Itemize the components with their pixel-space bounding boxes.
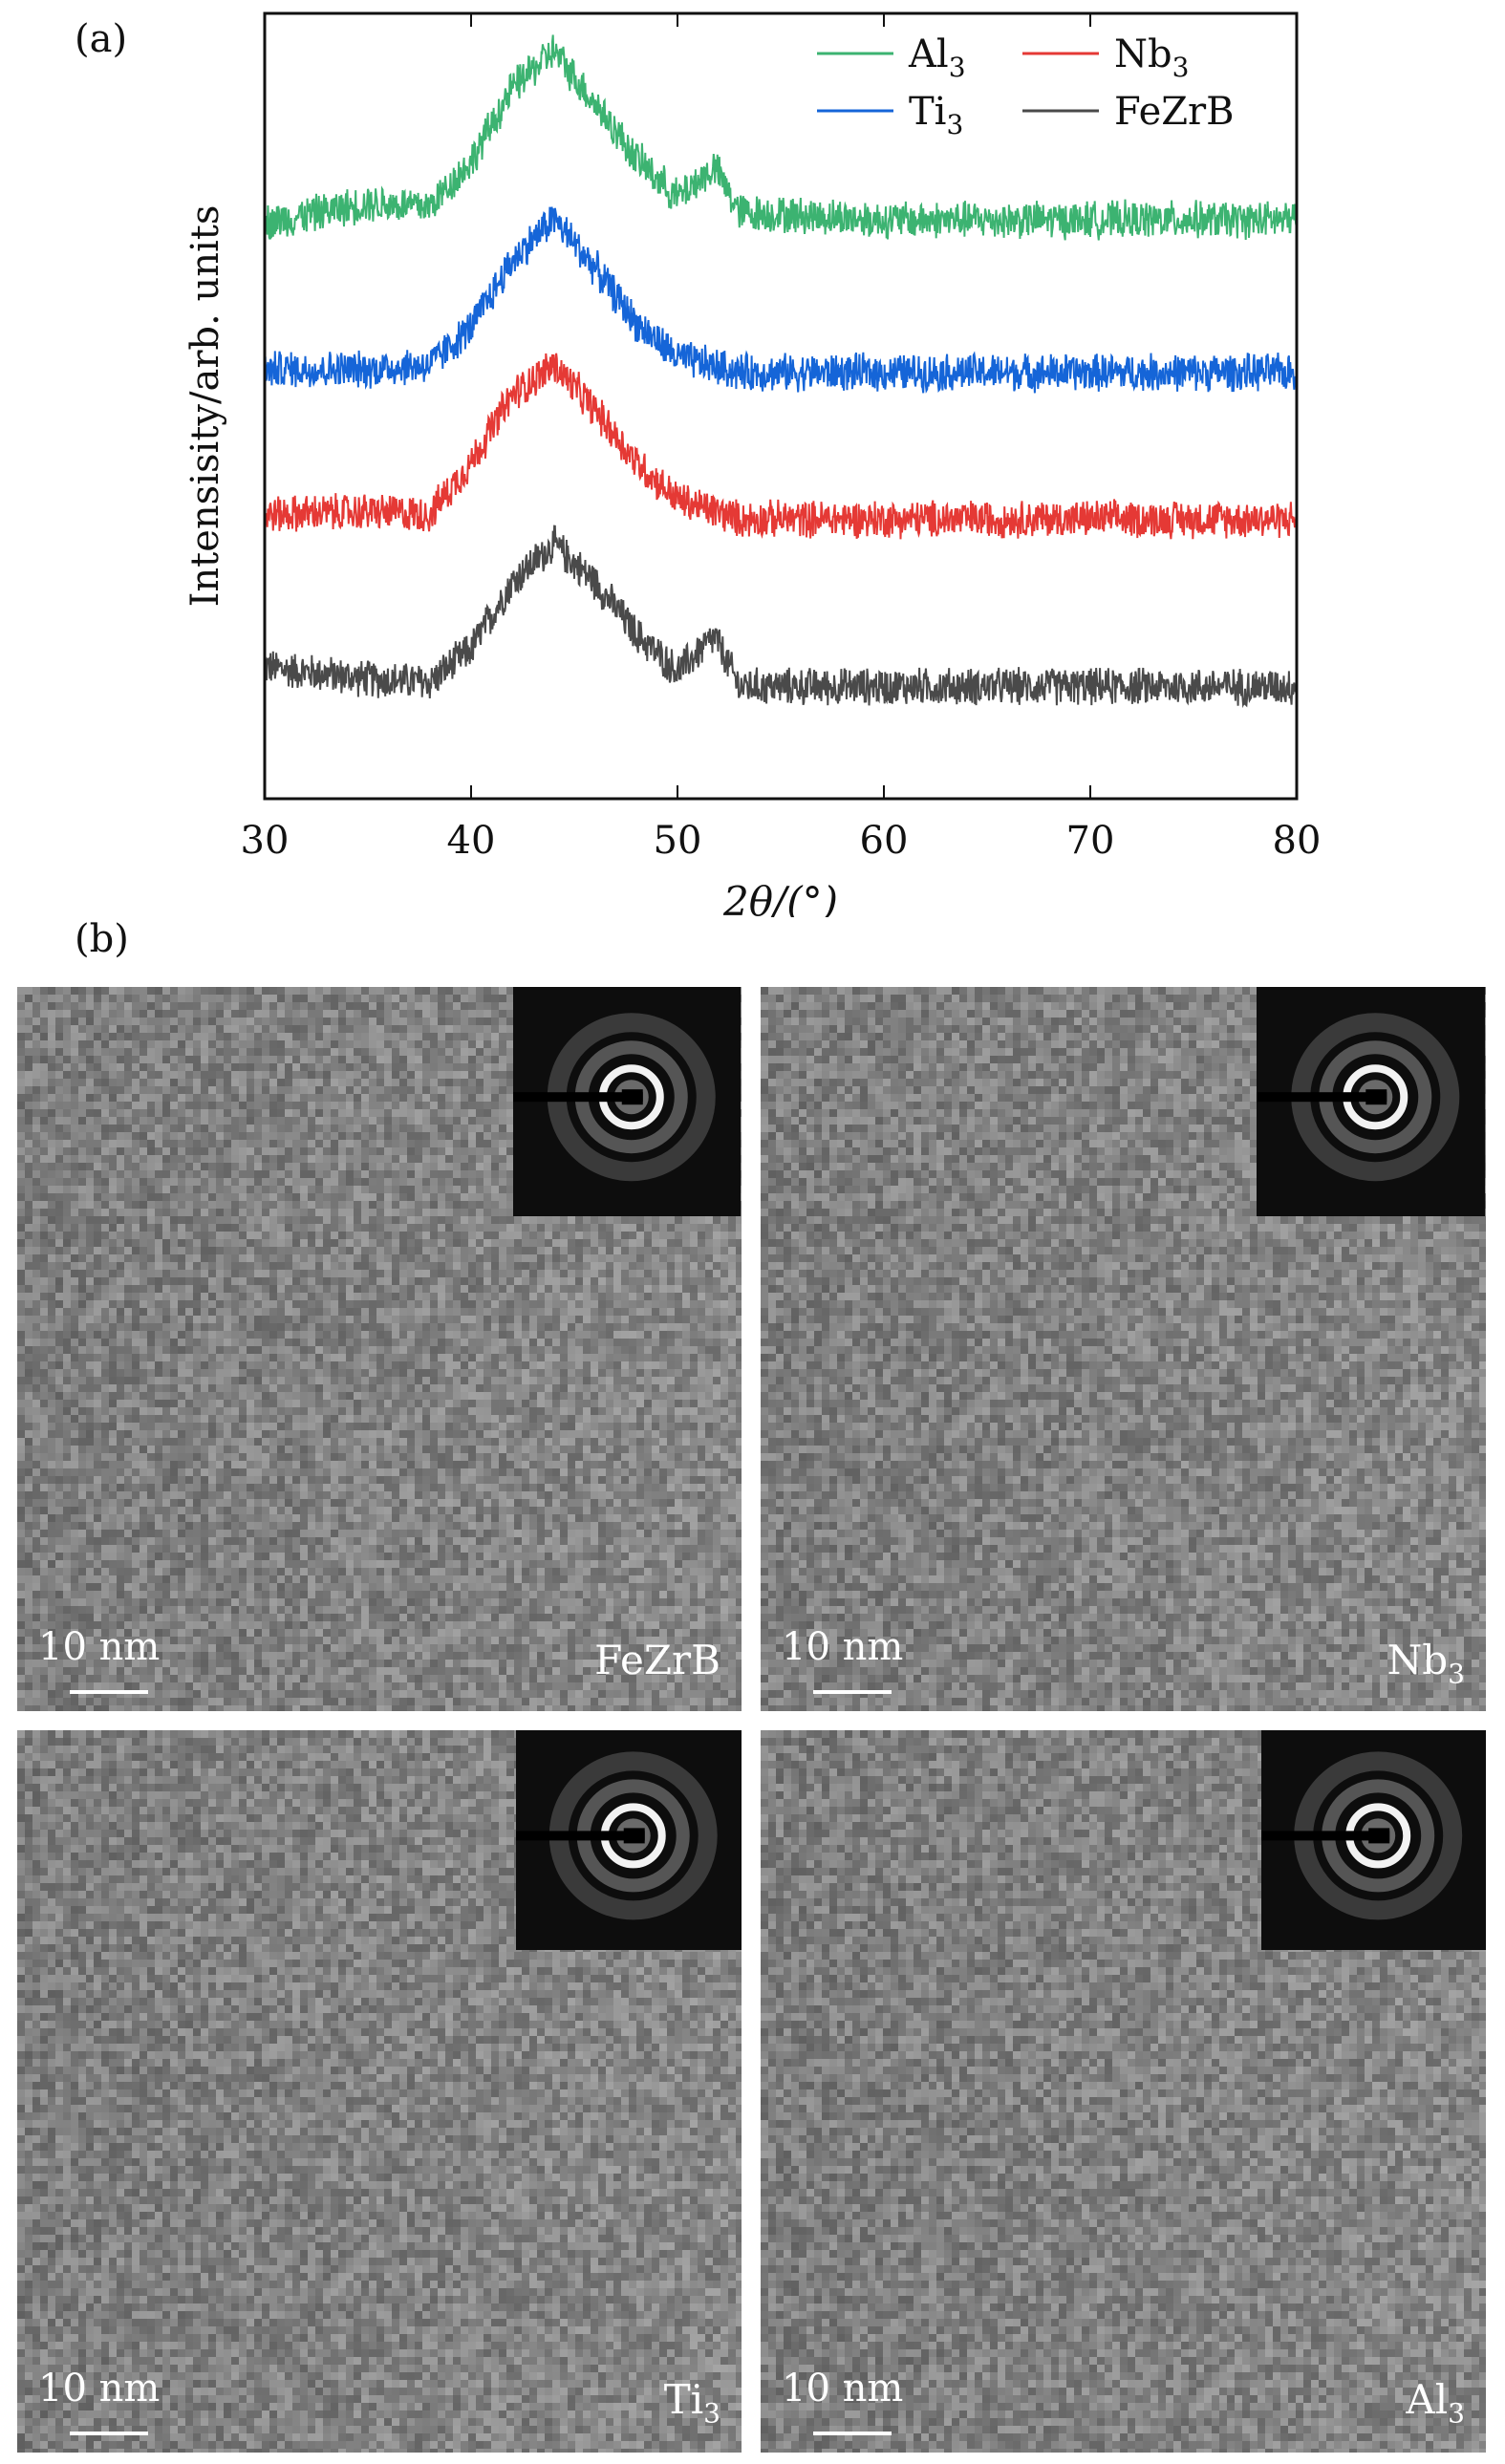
sample-label-sub: 3 <box>1448 2397 1465 2429</box>
saed-rings <box>513 1013 716 1182</box>
legend-label-sub: 3 <box>1172 52 1190 83</box>
x-tick-label: 50 <box>654 819 702 863</box>
saed-pattern-inset <box>516 1730 742 1950</box>
legend-label-base: FeZrB <box>1114 90 1235 134</box>
panel-b-label: (b) <box>75 917 129 961</box>
sample-label-sub: 3 <box>703 2397 720 2429</box>
sample-label-sub: 3 <box>1448 1658 1465 1689</box>
sample-label-base: Nb <box>1387 1637 1449 1683</box>
scale-bar <box>813 1690 892 1694</box>
x-tick-label: 70 <box>1066 819 1115 863</box>
legend-label-sub: 3 <box>946 109 963 140</box>
legend-label-base: Al <box>908 32 949 76</box>
scale-bar <box>70 1690 148 1694</box>
scale-bar-label: 10 nm <box>38 2367 160 2410</box>
scale-bar-label: 10 nm <box>38 1625 160 1669</box>
x-axis-ticks: 30 40 50 60 70 80 <box>241 13 1322 863</box>
legend-label-sub: 3 <box>949 52 966 83</box>
x-tick-label: 30 <box>241 819 290 863</box>
saed-rings <box>1257 1013 1460 1182</box>
legend-label: FeZrB <box>1114 90 1235 134</box>
saed-pattern-inset <box>513 987 741 1216</box>
beam-stopper-tip <box>621 1089 643 1105</box>
saed-rings <box>516 1751 718 1920</box>
tem-image-fezrb: 10 nm FeZrB <box>17 987 742 1711</box>
series-line-fezrb <box>265 525 1297 709</box>
xrd-chart: 30 40 50 60 70 80 2θ/(°) Intensisity/arb. uni… <box>183 11 1322 917</box>
legend-label: Nb3 <box>1114 32 1189 83</box>
panel-a-label: (a) <box>75 17 127 61</box>
series-line-al3 <box>265 34 1297 241</box>
x-tick-label: 80 <box>1273 819 1322 863</box>
plot-frame <box>263 11 1299 801</box>
tem-image-nb3: 10 nm Nb3 <box>761 987 1486 1711</box>
series-line-nb3 <box>265 353 1297 540</box>
beam-stopper-tip <box>623 1828 645 1844</box>
scale-bar <box>70 2432 148 2435</box>
saed-pattern-inset <box>1261 1730 1486 1950</box>
scale-bar <box>813 2432 892 2435</box>
beam-stopper <box>513 1092 643 1103</box>
beam-stopper-tip <box>1368 1828 1390 1844</box>
sample-label: Al3 <box>1406 2376 1465 2429</box>
tem-image-al3: 10 nm Al3 <box>761 1730 1486 2453</box>
sample-label-base: Ti <box>664 2376 703 2423</box>
x-tick-label: 40 <box>447 819 496 863</box>
sample-label: FeZrB <box>594 1637 720 1689</box>
x-tick-label: 60 <box>860 819 909 863</box>
saed-pattern-inset <box>1257 987 1485 1216</box>
scale-bar-label: 10 nm <box>782 2367 903 2410</box>
saed-rings <box>1261 1751 1463 1920</box>
series-layer <box>265 34 1297 709</box>
beam-stopper-tip <box>1365 1089 1387 1105</box>
y-axis-label: Intensisity/arb. units <box>183 205 227 608</box>
tem-image-ti3: 10 nm Ti3 <box>17 1730 742 2453</box>
scale-bar-label: 10 nm <box>782 1625 903 1669</box>
legend-label: Ti3 <box>909 90 963 140</box>
beam-stopper <box>1261 1831 1390 1841</box>
beam-stopper <box>516 1831 645 1841</box>
legend-label: Al3 <box>908 32 966 83</box>
series-line-ti3 <box>265 206 1297 394</box>
legend-label-base: Nb <box>1114 32 1172 76</box>
beam-stopper <box>1257 1092 1387 1103</box>
x-axis-label: 2θ/(°) <box>722 878 838 917</box>
sample-label: Ti3 <box>664 2376 720 2429</box>
legend-label-base: Ti <box>909 90 946 134</box>
sample-label: Nb3 <box>1387 1637 1465 1689</box>
sample-label-base: FeZrB <box>594 1637 720 1683</box>
sample-label-base: Al <box>1406 2376 1448 2423</box>
